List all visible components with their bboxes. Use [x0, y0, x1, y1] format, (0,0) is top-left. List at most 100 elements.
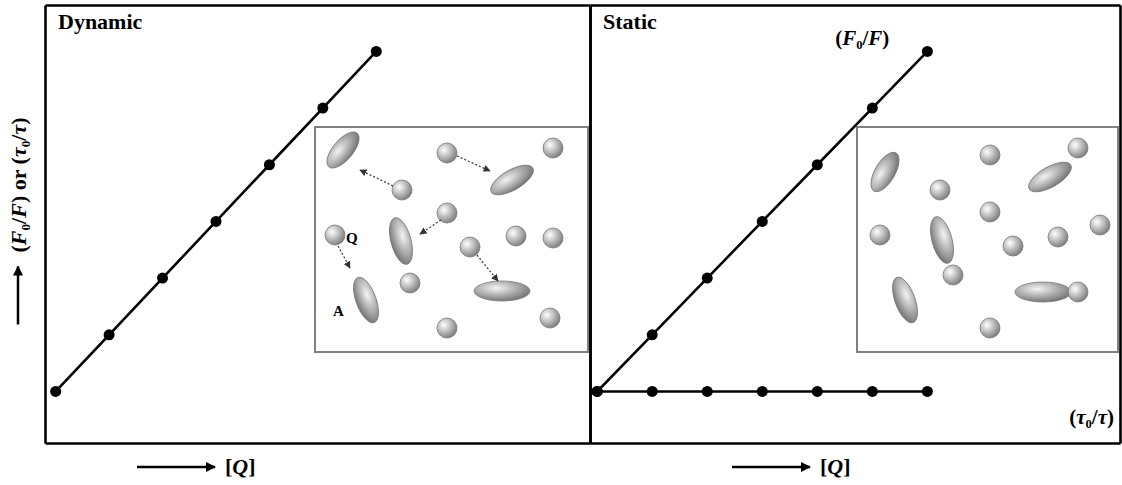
- quencher: [980, 145, 1000, 165]
- point: [922, 46, 933, 57]
- axis: [591, 443, 1121, 444]
- axis-line: [44, 6, 47, 444]
- point: [922, 386, 933, 397]
- inset-frame: [857, 127, 1118, 352]
- series-line: [597, 51, 927, 391]
- quencher: [506, 226, 526, 246]
- inset: [857, 127, 1118, 352]
- quencher: [325, 225, 345, 245]
- quencher: [930, 180, 950, 200]
- panel-title: Static: [603, 9, 657, 34]
- point: [157, 273, 168, 284]
- y-axis-title: (F₀/F) or (τ₀/τ): [6, 117, 31, 252]
- point: [812, 159, 823, 170]
- y-arrow: [17, 267, 20, 325]
- point: [210, 216, 221, 227]
- x-arrow: [137, 466, 215, 469]
- quencher: [1090, 215, 1110, 235]
- text-part: (: [835, 26, 842, 50]
- molecule: [926, 214, 958, 266]
- axis: [46, 5, 591, 6]
- text-part: ) or (: [6, 157, 31, 203]
- text-part: [: [225, 454, 232, 479]
- axis: [591, 5, 1121, 6]
- quencher: [1048, 227, 1068, 247]
- approach-arrow: [420, 220, 441, 234]
- molecule: [321, 127, 365, 174]
- axis-line: [46, 4, 591, 7]
- axis-line: [589, 6, 592, 444]
- panel: QADynamic[Q](F₀/F) or (τ₀/τ): [6, 6, 591, 480]
- point: [812, 386, 823, 397]
- point: [317, 103, 328, 114]
- point: [647, 386, 658, 397]
- quencher: [392, 180, 412, 200]
- approach-arrow: [457, 156, 490, 171]
- molecule: [1024, 156, 1076, 197]
- point: [647, 329, 658, 340]
- point: [702, 273, 713, 284]
- series-label: (τ₀/τ): [1069, 405, 1114, 429]
- text-part: ]: [843, 454, 850, 479]
- inset: QA: [315, 127, 588, 352]
- molecule: [486, 159, 538, 200]
- text-part: F: [841, 26, 856, 50]
- point: [757, 386, 768, 397]
- quencher: [980, 318, 1000, 338]
- text-part: ]: [248, 454, 255, 479]
- text-part: ): [1107, 405, 1114, 429]
- text-part: Q: [827, 454, 843, 479]
- quencher: [460, 237, 480, 257]
- axis: [590, 6, 591, 444]
- text-part: (: [6, 245, 31, 252]
- x-axis-title: [Q]: [820, 454, 851, 479]
- text-part: F: [6, 230, 31, 246]
- molecule: [887, 274, 922, 326]
- point: [264, 159, 275, 170]
- molecule: [865, 148, 904, 196]
- axis-line: [589, 6, 592, 444]
- quencher: [540, 308, 560, 328]
- quencher: [437, 143, 457, 163]
- approach-arrow: [360, 170, 393, 186]
- panel: (F₀/F) (τ₀/τ) Static [Q]: [591, 6, 1121, 480]
- point: [104, 329, 115, 340]
- approach-arrow: [338, 246, 350, 268]
- text-part: ): [6, 117, 31, 124]
- quencher: [1068, 282, 1088, 302]
- figure: QADynamic[Q](F₀/F) or (τ₀/τ)(F₀/F)(τ₀/τ)…: [0, 0, 1122, 485]
- axis: [45, 6, 46, 444]
- x-axis-title: [Q]: [225, 454, 256, 479]
- text-part: F: [867, 26, 882, 50]
- quencher: [400, 273, 420, 293]
- quencher: [437, 318, 457, 338]
- axis-line: [1119, 6, 1122, 444]
- quencher: [980, 202, 1000, 222]
- text-part: Q: [232, 454, 248, 479]
- point: [371, 46, 382, 57]
- molecule: [1015, 282, 1071, 302]
- axis: [590, 6, 591, 444]
- quencher: [870, 225, 890, 245]
- axis: [1120, 6, 1121, 444]
- point: [592, 386, 603, 397]
- molecule: [474, 281, 530, 301]
- series-label: (F₀/F): [835, 26, 889, 50]
- quencher: [943, 265, 963, 285]
- text-part: ): [882, 26, 889, 50]
- inset-frame: [315, 127, 588, 352]
- quencher: [543, 228, 563, 248]
- molecule: [385, 215, 417, 267]
- quencher: [543, 138, 563, 158]
- x-arrow: [732, 466, 810, 469]
- text-part: ₀/: [6, 134, 31, 148]
- point: [50, 386, 61, 397]
- marks: [592, 46, 933, 397]
- text-part: F: [6, 203, 31, 219]
- text-part: [: [820, 454, 827, 479]
- molecule: [348, 274, 383, 326]
- axis: [46, 443, 591, 444]
- marks: [50, 46, 382, 397]
- point: [867, 386, 878, 397]
- approach-arrow: [477, 255, 498, 281]
